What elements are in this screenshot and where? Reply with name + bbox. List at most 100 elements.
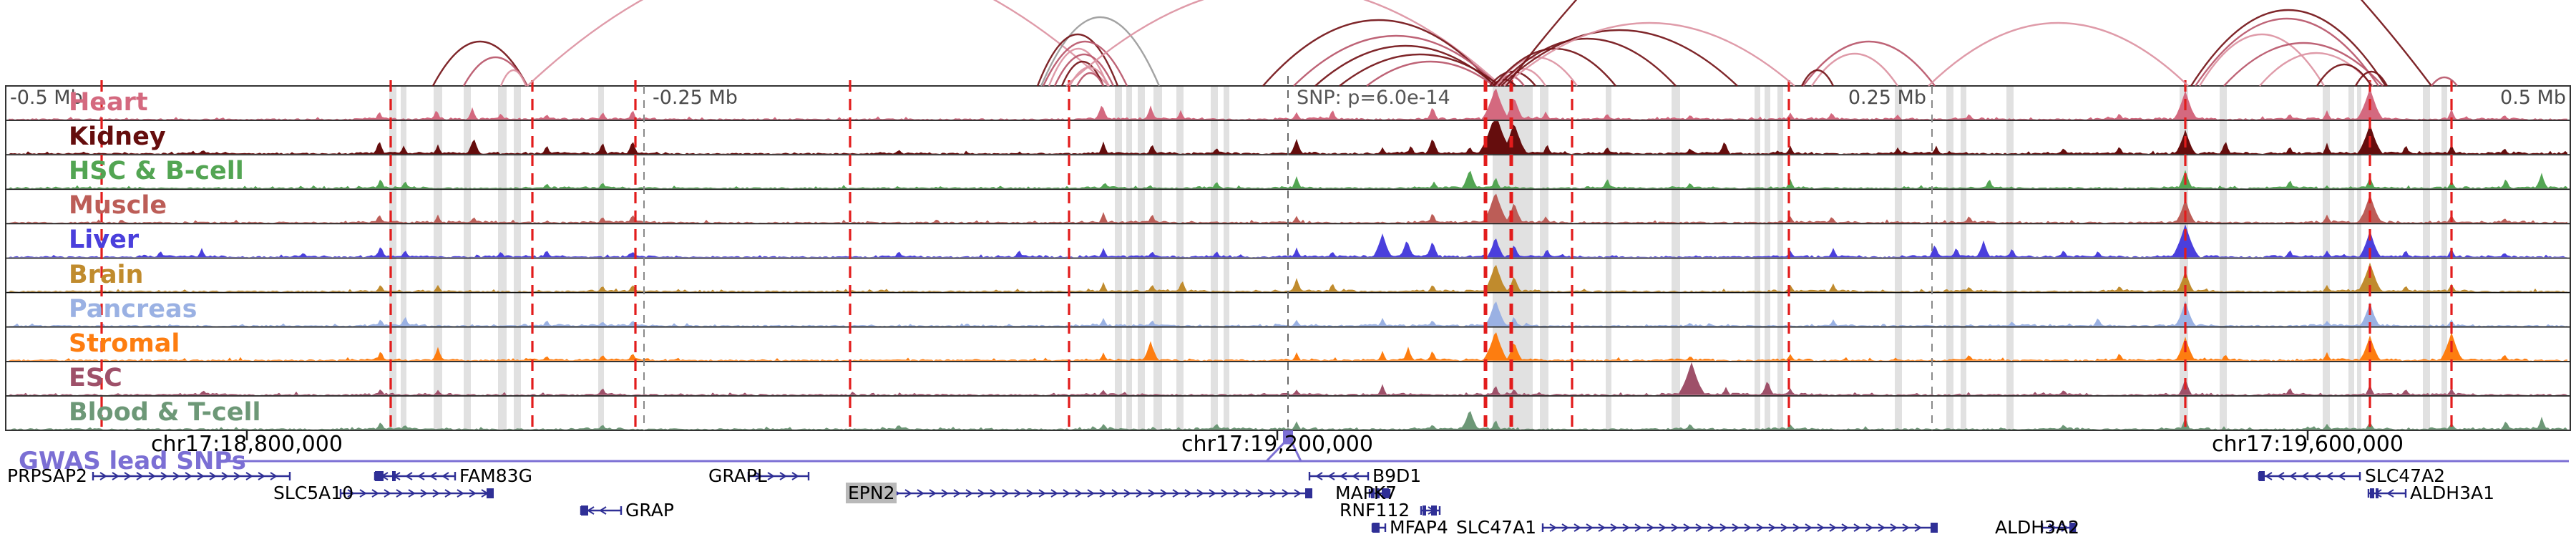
strand-arrow: [148, 472, 156, 480]
interaction-arc: [1293, 34, 1499, 87]
gene-label-slc5a10: SLC5A10: [273, 483, 354, 503]
strand-arrow: [1099, 489, 1107, 498]
track-label-blood-t-cell: Blood & T-cell: [69, 397, 261, 427]
strand-arrow: [1160, 489, 1168, 498]
interaction-arc: [1053, 54, 1115, 87]
gene-exon: [1377, 488, 1380, 498]
strand-arrow: [233, 472, 241, 480]
strand-arrow: [405, 472, 413, 480]
gene-exon: [487, 488, 494, 498]
strand-arrow: [965, 489, 973, 498]
track-label-liver: Liver: [69, 226, 140, 255]
strand-arrow: [347, 489, 355, 498]
strand-arrow: [209, 472, 217, 480]
strand-arrow: [1123, 489, 1131, 498]
strand-arrow: [1683, 523, 1691, 532]
strand-arrow: [1257, 489, 1265, 498]
signal-track-blood-t-cell: [9, 411, 2567, 430]
interaction-arc: [1811, 52, 1898, 87]
strand-arrow: [197, 472, 205, 480]
gene-exon: [1431, 505, 1437, 516]
gene-exon: [1372, 523, 1380, 533]
strand-arrow: [1610, 523, 1618, 532]
strand-arrow: [1805, 523, 1813, 532]
interaction-arc: [1065, 0, 1502, 87]
strand-arrow: [1634, 523, 1642, 532]
strand-arrow: [221, 472, 229, 480]
strand-arrow: [1014, 489, 1022, 498]
strand-arrow: [420, 489, 428, 498]
gene-label-grap: GRAP: [625, 500, 674, 521]
strand-arrow: [791, 472, 799, 480]
interaction-arc: [2198, 34, 2326, 87]
gene-label-aldh3a1: ALDH3A1: [2410, 483, 2494, 503]
strand-arrow: [1352, 472, 1360, 480]
strand-arrow: [1707, 523, 1715, 532]
strand-arrow: [99, 472, 107, 480]
interaction-arc: [1075, 72, 1105, 87]
gene-exon: [1371, 488, 1375, 498]
track-label-heart: Heart: [69, 88, 148, 117]
strand-arrow: [1327, 472, 1335, 480]
track-label-kidney: Kidney: [69, 122, 166, 152]
strand-arrow: [1780, 523, 1788, 532]
interaction-arc: [1339, 53, 1501, 87]
gene-exon: [375, 471, 384, 481]
strand-arrow: [172, 472, 180, 480]
gene-exon: [1423, 505, 1426, 516]
strand-arrow: [1148, 489, 1156, 498]
strand-arrow: [1294, 489, 1302, 498]
interaction-arc: [1366, 60, 1495, 87]
track-label-pancreas: Pancreas: [69, 294, 197, 324]
gene-label-b9d1: B9D1: [1372, 465, 1422, 486]
strand-arrow: [1340, 472, 1347, 480]
strand-arrow: [408, 489, 416, 498]
strand-arrow: [359, 489, 367, 498]
strand-arrow: [1026, 489, 1034, 498]
strand-arrow: [429, 472, 437, 480]
strand-arrow: [1586, 523, 1594, 532]
strand-arrow: [270, 472, 278, 480]
interaction-arc: [2431, 76, 2458, 87]
strand-arrow: [1732, 523, 1740, 532]
interaction-arc: [1800, 69, 1835, 87]
ruler-label-quarter-left: -0.25 Mb: [653, 87, 738, 109]
interaction-arc: [2195, 17, 2379, 87]
strand-arrow: [1574, 523, 1581, 532]
strand-arrow: [1646, 523, 1654, 532]
strand-arrow: [469, 489, 477, 498]
strand-arrow: [1817, 523, 1825, 532]
gene-label-mapk7: MAPK7: [1335, 483, 1397, 503]
strand-arrow: [1087, 489, 1095, 498]
strand-arrow: [1315, 472, 1323, 480]
strand-arrow: [417, 472, 425, 480]
strand-arrow: [2313, 472, 2321, 480]
strand-arrow: [767, 472, 775, 480]
interaction-arc: [2190, 9, 2387, 87]
strand-arrow: [1756, 523, 1764, 532]
interaction-arc: [2316, 64, 2373, 87]
strand-arrow: [953, 489, 961, 498]
track-label-muscle: Muscle: [69, 191, 167, 221]
interaction-arc: [2354, 71, 2389, 87]
strand-arrow: [457, 489, 464, 498]
strand-arrow: [1744, 523, 1752, 532]
gene-exon: [2376, 488, 2379, 498]
strand-arrow: [1890, 523, 1898, 532]
strand-arrow: [977, 489, 985, 498]
strand-arrow: [1196, 489, 1204, 498]
strand-arrow: [1829, 523, 1837, 532]
strand-arrow: [941, 489, 949, 498]
signal-area: [9, 411, 2567, 430]
strand-arrow: [2301, 472, 2309, 480]
interaction-arc: [499, 69, 527, 87]
gene-exon: [1382, 488, 1389, 498]
strand-arrow: [1136, 489, 1143, 498]
gwas-lead-snps-label: GWAS lead SNPs: [19, 447, 246, 475]
strand-arrow: [2338, 472, 2346, 480]
track-label-stromal: Stromal: [69, 329, 180, 358]
interaction-arc: [1048, 47, 1109, 87]
track-label-brain: Brain: [69, 260, 144, 289]
strand-arrow: [1841, 523, 1849, 532]
strand-arrow: [929, 489, 937, 498]
